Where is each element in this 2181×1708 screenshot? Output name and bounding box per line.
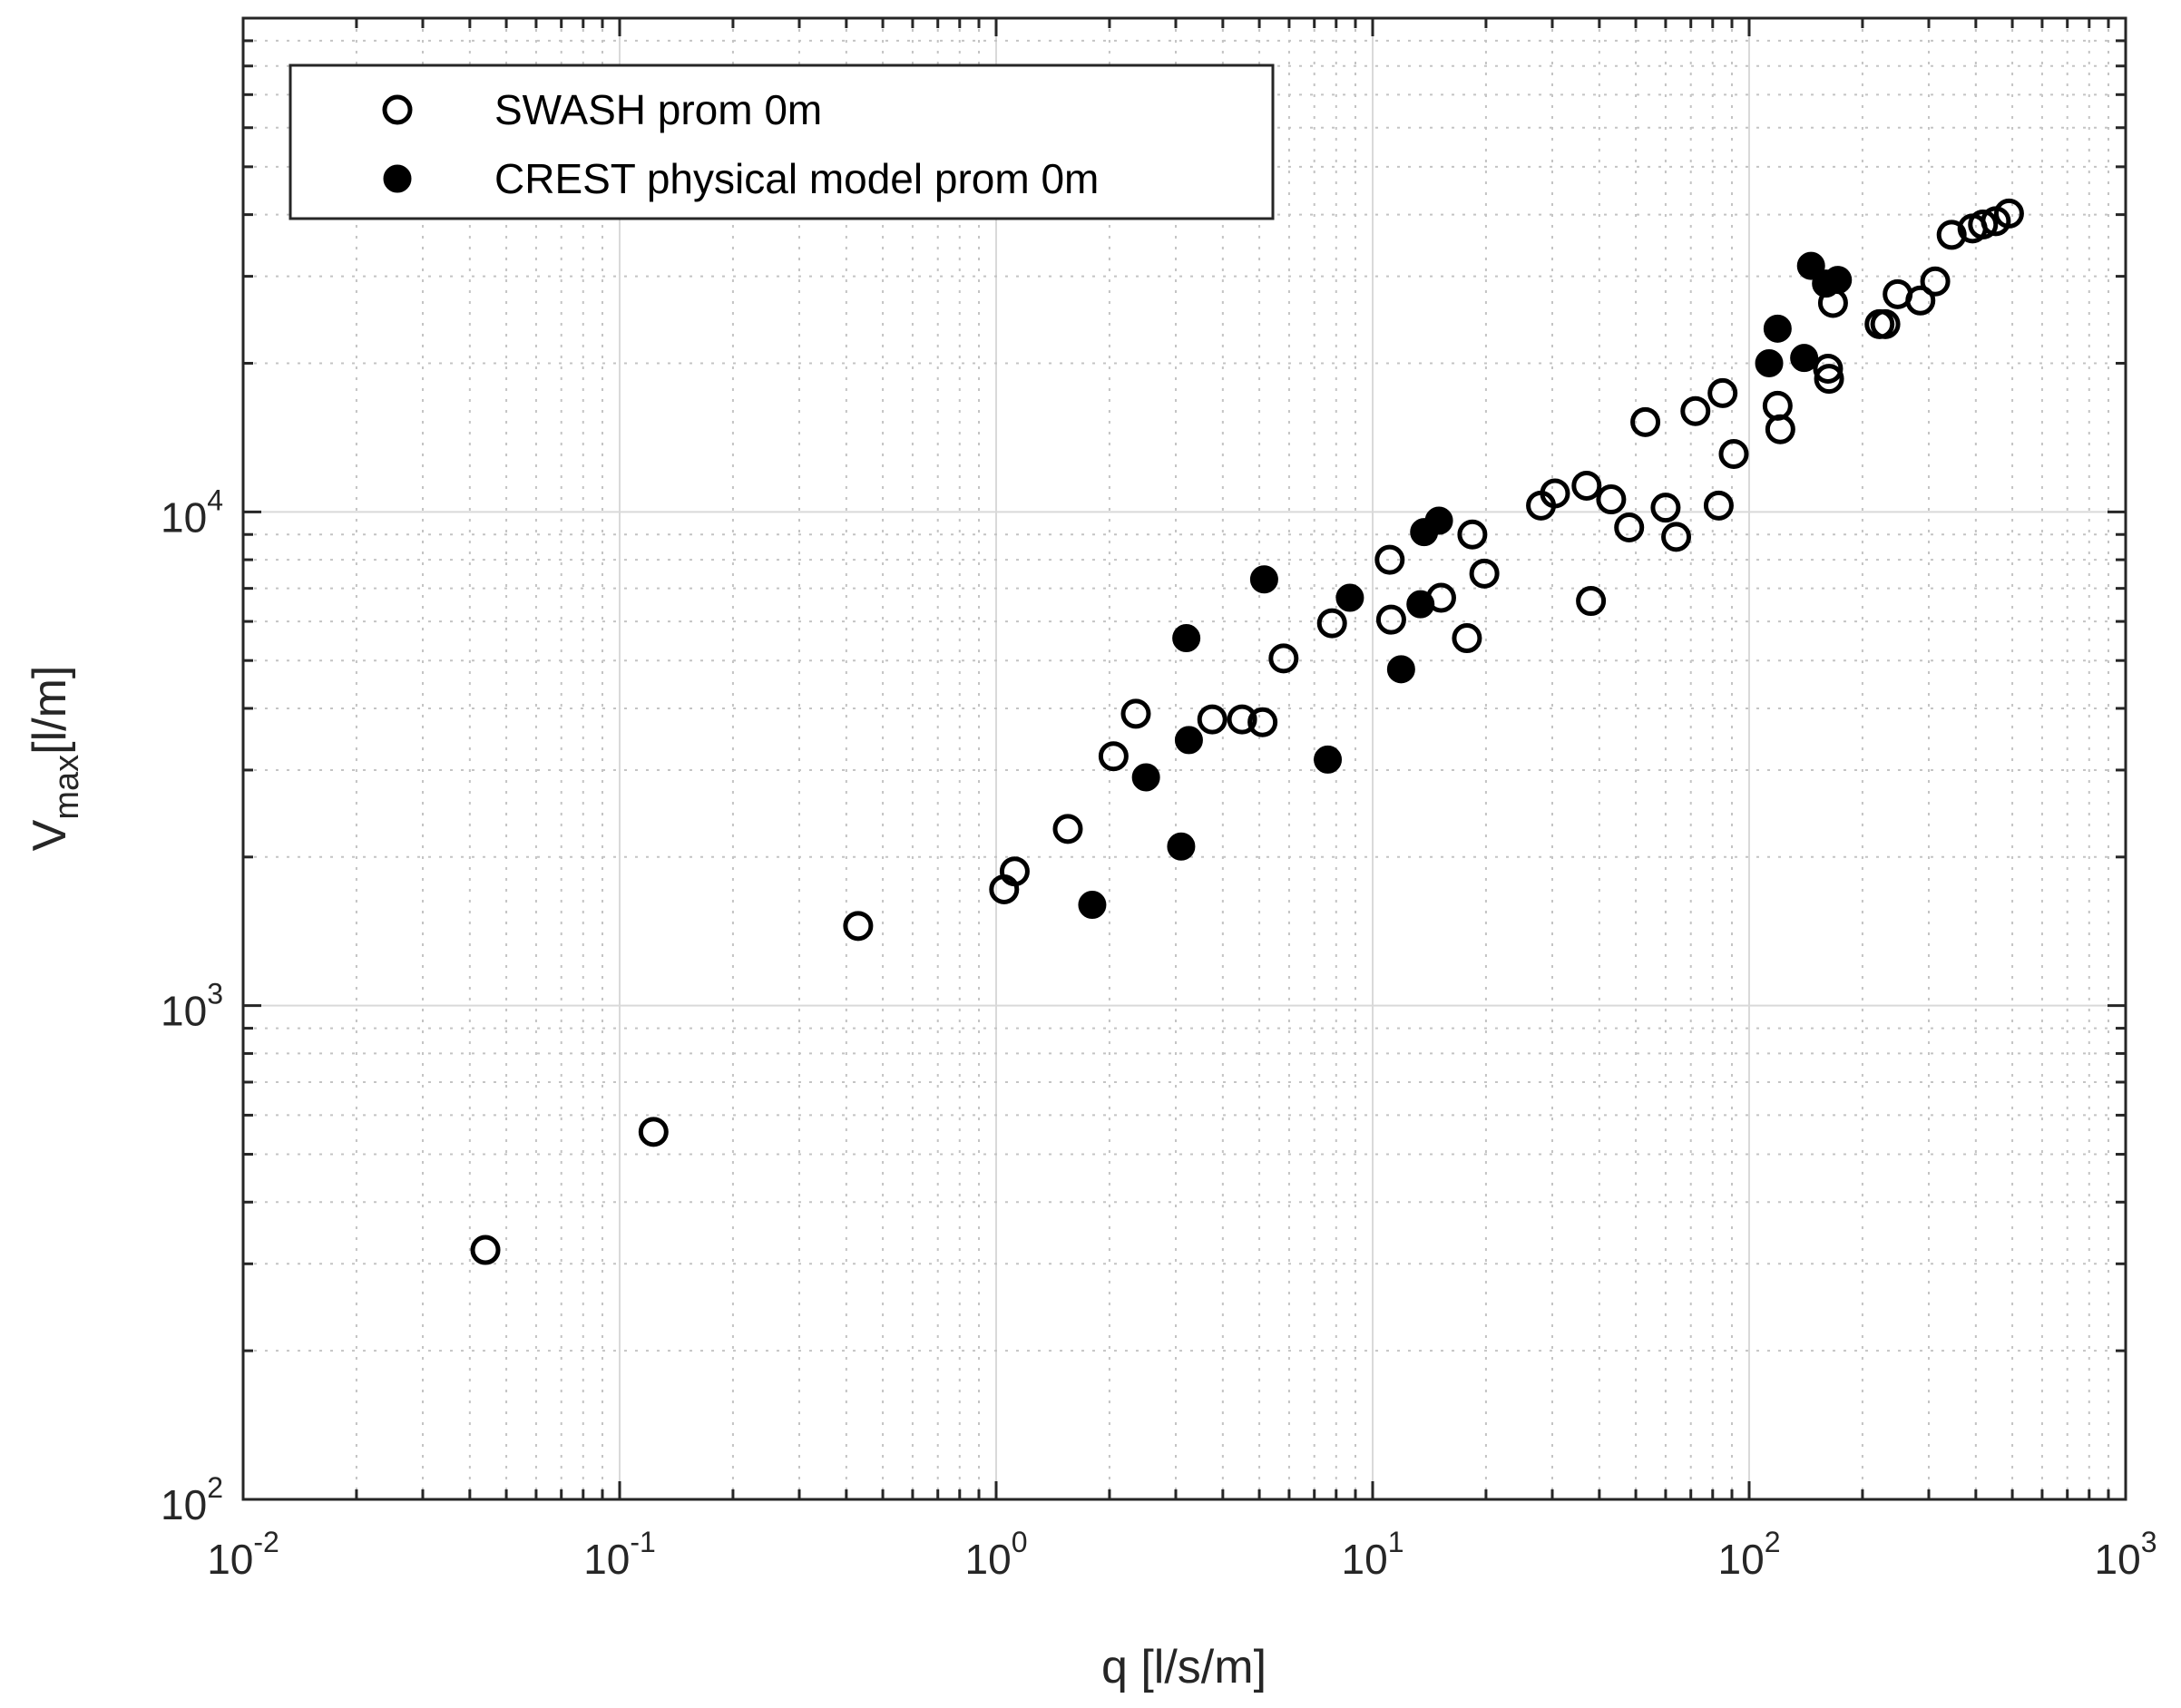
swash-data-point <box>470 1235 501 1265</box>
legend-marker-swash <box>382 94 413 125</box>
swash-data-point <box>1993 198 2024 229</box>
swash-data-point <box>1596 484 1627 515</box>
tick-label-exponent: -2 <box>253 1526 279 1558</box>
swash-data-point <box>1661 522 1692 552</box>
swash-data-point <box>1870 308 1901 339</box>
x-tick-label: 102 <box>1718 1526 1781 1583</box>
tick-label-base: 10 <box>161 493 207 541</box>
legend: SWASH prom 0m CREST physical model prom … <box>289 63 1275 220</box>
swash-data-point <box>1936 220 1967 250</box>
swash-data-point <box>1680 395 1711 426</box>
swash-data-point <box>1707 377 1738 408</box>
tick-label-base: 10 <box>965 1536 1012 1583</box>
swash-data-point <box>1718 438 1749 469</box>
swash-data-point <box>1905 285 1936 316</box>
tick-label-exponent: 3 <box>207 978 223 1010</box>
tick-label-base: 10 <box>583 1536 630 1583</box>
tick-label-base: 10 <box>1342 1536 1388 1583</box>
swash-data-point <box>1571 470 1602 501</box>
y-tick-label: 104 <box>161 483 223 541</box>
swash-data-point <box>1457 519 1488 550</box>
tick-label-exponent: -1 <box>630 1526 655 1558</box>
x-tick-label: 103 <box>2095 1526 2157 1583</box>
crest-data-point <box>1824 266 1853 295</box>
tick-label-base: 10 <box>1718 1536 1765 1583</box>
crest-data-point <box>1174 726 1203 755</box>
swash-data-point <box>1469 558 1500 589</box>
legend-marker-crest <box>383 164 412 193</box>
x-tick-label: 10-2 <box>207 1526 279 1583</box>
legend-label-swash: SWASH prom 0m <box>494 86 822 133</box>
swash-data-point <box>1814 364 1844 395</box>
tick-label-base: 10 <box>161 1481 207 1528</box>
y-axis-label-subscript: max <box>48 755 86 820</box>
y-axis-label-unit: [l/m] <box>24 666 76 755</box>
legend-label-crest: CREST physical model prom 0m <box>494 155 1099 202</box>
swash-data-point <box>1098 741 1129 772</box>
legend-box <box>289 63 1275 220</box>
swash-data-point <box>1920 266 1951 297</box>
swash-data-point <box>1703 490 1734 521</box>
swash-data-point <box>638 1117 669 1147</box>
swash-data-point <box>1540 478 1570 509</box>
tick-label-exponent: 1 <box>1388 1526 1404 1558</box>
swash-data-point <box>1247 707 1278 737</box>
swash-data-point <box>1765 414 1795 444</box>
axis-ticks <box>241 16 2127 1501</box>
swash-data-point <box>1227 704 1257 735</box>
tick-label-exponent: 4 <box>207 483 223 516</box>
tick-label-base: 10 <box>207 1536 253 1583</box>
swash-data-point <box>1374 544 1405 575</box>
crest-data-point <box>1763 314 1792 343</box>
tick-label-exponent: 2 <box>1765 1526 1781 1558</box>
tick-label-exponent: 3 <box>2141 1526 2157 1558</box>
crest-data-point <box>1386 655 1415 684</box>
swash-data-point <box>999 856 1030 887</box>
swash-data-point <box>1268 643 1299 674</box>
crest-data-point <box>1406 590 1435 619</box>
tick-label-exponent: 0 <box>1012 1526 1028 1558</box>
swash-data-point <box>1630 406 1661 437</box>
swash-data-point <box>1650 493 1681 523</box>
crest-data-point <box>1335 583 1364 612</box>
y-tick-label: 102 <box>161 1471 223 1528</box>
crest-data-point <box>1790 344 1819 373</box>
tick-label-base: 10 <box>2095 1536 2141 1583</box>
tick-label-base: 10 <box>161 988 207 1035</box>
grid-lines <box>243 18 2126 1499</box>
swash-data-point <box>1120 698 1151 729</box>
crest-data-point <box>1314 745 1343 774</box>
tick-label-exponent: 2 <box>207 1471 223 1504</box>
y-tick-label: 103 <box>161 978 223 1035</box>
y-axis-label-main: V <box>24 819 76 851</box>
crest-data-point <box>1755 348 1784 377</box>
crest-data-point <box>1424 506 1453 535</box>
plot-area-frame <box>241 16 2127 1501</box>
swash-data-point <box>1576 586 1607 617</box>
swash-data-point <box>843 911 874 942</box>
swash-data-point <box>1614 512 1645 542</box>
x-tick-label: 100 <box>965 1526 1028 1583</box>
swash-data-point <box>1452 623 1482 654</box>
crest-data-point <box>1172 624 1201 653</box>
data-points <box>470 198 2024 1265</box>
swash-data-point <box>1968 209 1999 239</box>
crest-data-point <box>1796 251 1825 280</box>
swash-data-point <box>1052 814 1083 844</box>
swash-data-point <box>1197 704 1227 735</box>
swash-data-point <box>1316 608 1347 639</box>
crest-data-point <box>1167 832 1196 861</box>
crest-data-point <box>1078 891 1107 920</box>
swash-data-point <box>1813 353 1844 384</box>
crest-data-point <box>1249 565 1278 594</box>
x-tick-labels: 10-2 10-1 100 101 102 103 <box>207 1526 2157 1583</box>
x-axis-label: q [l/s/m] <box>1101 1641 1267 1693</box>
y-axis-label: Vmax[l/m] <box>24 666 86 852</box>
crest-data-point <box>1131 763 1160 792</box>
x-tick-label: 10-1 <box>583 1526 656 1583</box>
swash-data-point <box>1375 604 1406 635</box>
x-tick-label: 101 <box>1342 1526 1404 1583</box>
